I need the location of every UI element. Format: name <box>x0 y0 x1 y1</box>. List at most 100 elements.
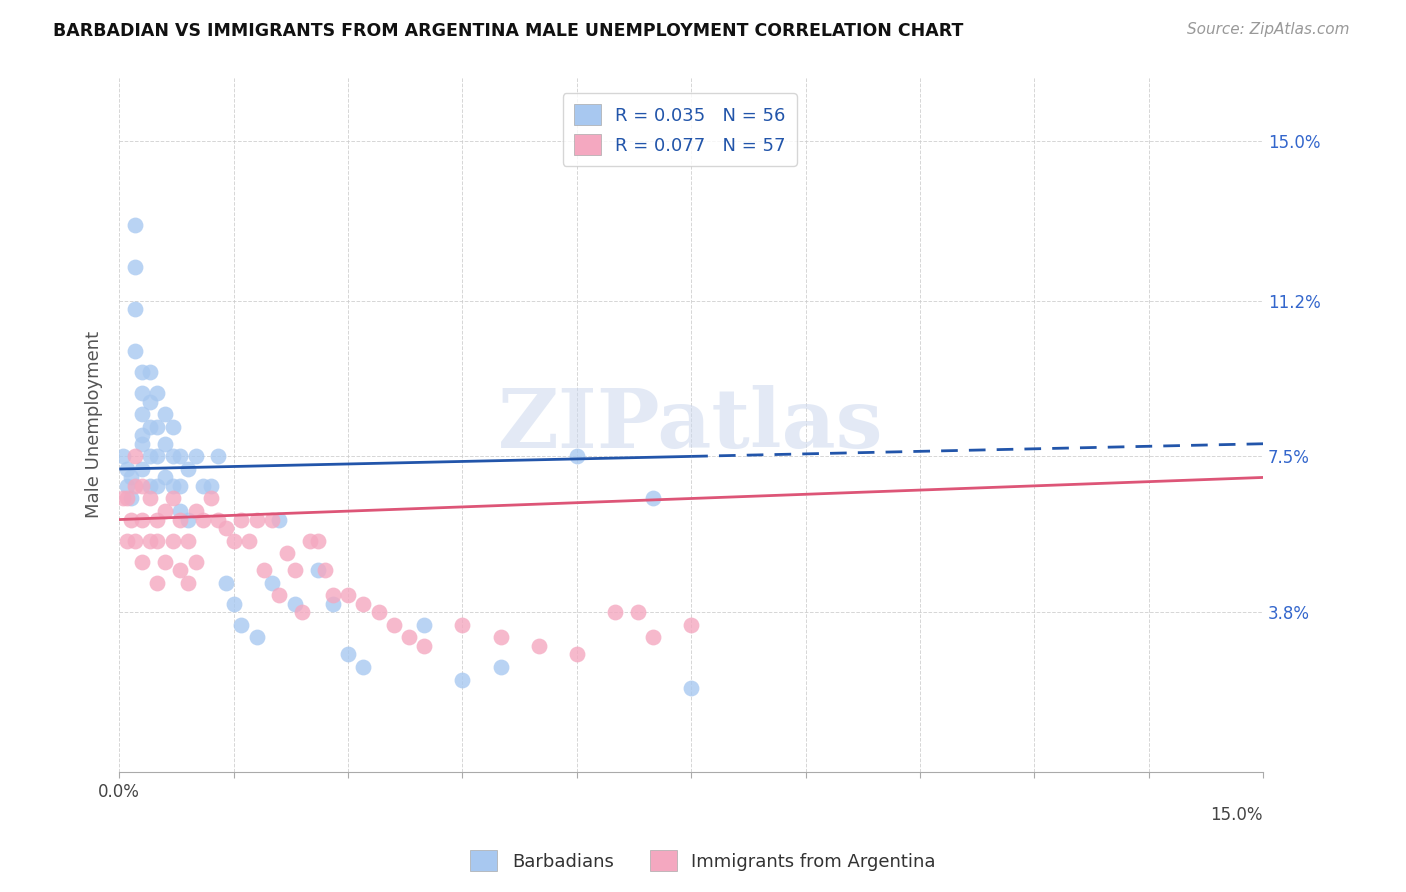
Point <box>413 617 436 632</box>
Point <box>124 533 146 548</box>
Point <box>627 605 650 619</box>
Point <box>112 450 135 464</box>
Point <box>120 491 142 506</box>
Point <box>269 512 291 526</box>
Point <box>184 450 207 464</box>
Point <box>177 575 200 590</box>
Legend: R = 0.035   N = 56, R = 0.077   N = 57: R = 0.035 N = 56, R = 0.077 N = 57 <box>562 94 797 166</box>
Point <box>681 681 703 695</box>
Point <box>169 450 191 464</box>
Point <box>527 639 550 653</box>
Point <box>603 605 626 619</box>
Point <box>124 218 146 232</box>
Point <box>284 597 307 611</box>
Point <box>337 588 360 602</box>
Point <box>112 491 135 506</box>
Point <box>260 512 283 526</box>
Point <box>291 605 314 619</box>
Point <box>382 617 405 632</box>
Point <box>260 575 283 590</box>
Point <box>139 491 162 506</box>
Point <box>641 491 664 506</box>
Point <box>153 555 176 569</box>
Point <box>131 512 153 526</box>
Point <box>681 617 703 632</box>
Point <box>200 479 222 493</box>
Point <box>146 575 169 590</box>
Point <box>307 533 329 548</box>
Point <box>139 533 162 548</box>
Point <box>153 407 176 421</box>
Point <box>169 512 191 526</box>
Point <box>284 563 307 577</box>
Point <box>322 588 344 602</box>
Point <box>489 631 512 645</box>
Point <box>153 470 176 484</box>
Point <box>115 491 138 506</box>
Point <box>231 512 253 526</box>
Point <box>153 436 176 450</box>
Point <box>139 450 162 464</box>
Point <box>231 617 253 632</box>
Point <box>139 479 162 493</box>
Y-axis label: Male Unemployment: Male Unemployment <box>86 331 103 518</box>
Point <box>162 533 184 548</box>
Point <box>177 512 200 526</box>
Point <box>124 344 146 359</box>
Point <box>139 394 162 409</box>
Point <box>451 617 474 632</box>
Point <box>413 639 436 653</box>
Point <box>191 479 214 493</box>
Point <box>245 631 267 645</box>
Text: 15.0%: 15.0% <box>1211 805 1263 824</box>
Point <box>307 563 329 577</box>
Point <box>131 479 153 493</box>
Point <box>322 597 344 611</box>
Point <box>131 428 153 442</box>
Point <box>131 555 153 569</box>
Point <box>169 479 191 493</box>
Point <box>215 521 238 535</box>
Point <box>184 504 207 518</box>
Point <box>184 555 207 569</box>
Point <box>222 597 245 611</box>
Point <box>162 450 184 464</box>
Point <box>162 491 184 506</box>
Point <box>177 533 200 548</box>
Point <box>124 450 146 464</box>
Point <box>120 512 142 526</box>
Point <box>298 533 321 548</box>
Point <box>162 479 184 493</box>
Point <box>641 631 664 645</box>
Point <box>115 533 138 548</box>
Point <box>153 504 176 518</box>
Point <box>169 504 191 518</box>
Point <box>367 605 389 619</box>
Point <box>269 588 291 602</box>
Point <box>131 365 153 379</box>
Point <box>162 420 184 434</box>
Point <box>398 631 420 645</box>
Point <box>139 420 162 434</box>
Text: Source: ZipAtlas.com: Source: ZipAtlas.com <box>1187 22 1350 37</box>
Point <box>124 479 146 493</box>
Point <box>146 479 169 493</box>
Point <box>352 660 374 674</box>
Point <box>146 420 169 434</box>
Text: BARBADIAN VS IMMIGRANTS FROM ARGENTINA MALE UNEMPLOYMENT CORRELATION CHART: BARBADIAN VS IMMIGRANTS FROM ARGENTINA M… <box>53 22 963 40</box>
Point <box>131 386 153 401</box>
Point <box>565 648 588 662</box>
Point <box>146 512 169 526</box>
Point <box>238 533 260 548</box>
Point <box>139 365 162 379</box>
Point <box>177 462 200 476</box>
Point <box>207 512 229 526</box>
Point <box>115 462 138 476</box>
Point <box>124 260 146 274</box>
Point <box>451 673 474 687</box>
Point <box>115 479 138 493</box>
Point <box>200 491 222 506</box>
Text: ZIPatlas: ZIPatlas <box>499 384 884 465</box>
Point <box>352 597 374 611</box>
Point <box>215 575 238 590</box>
